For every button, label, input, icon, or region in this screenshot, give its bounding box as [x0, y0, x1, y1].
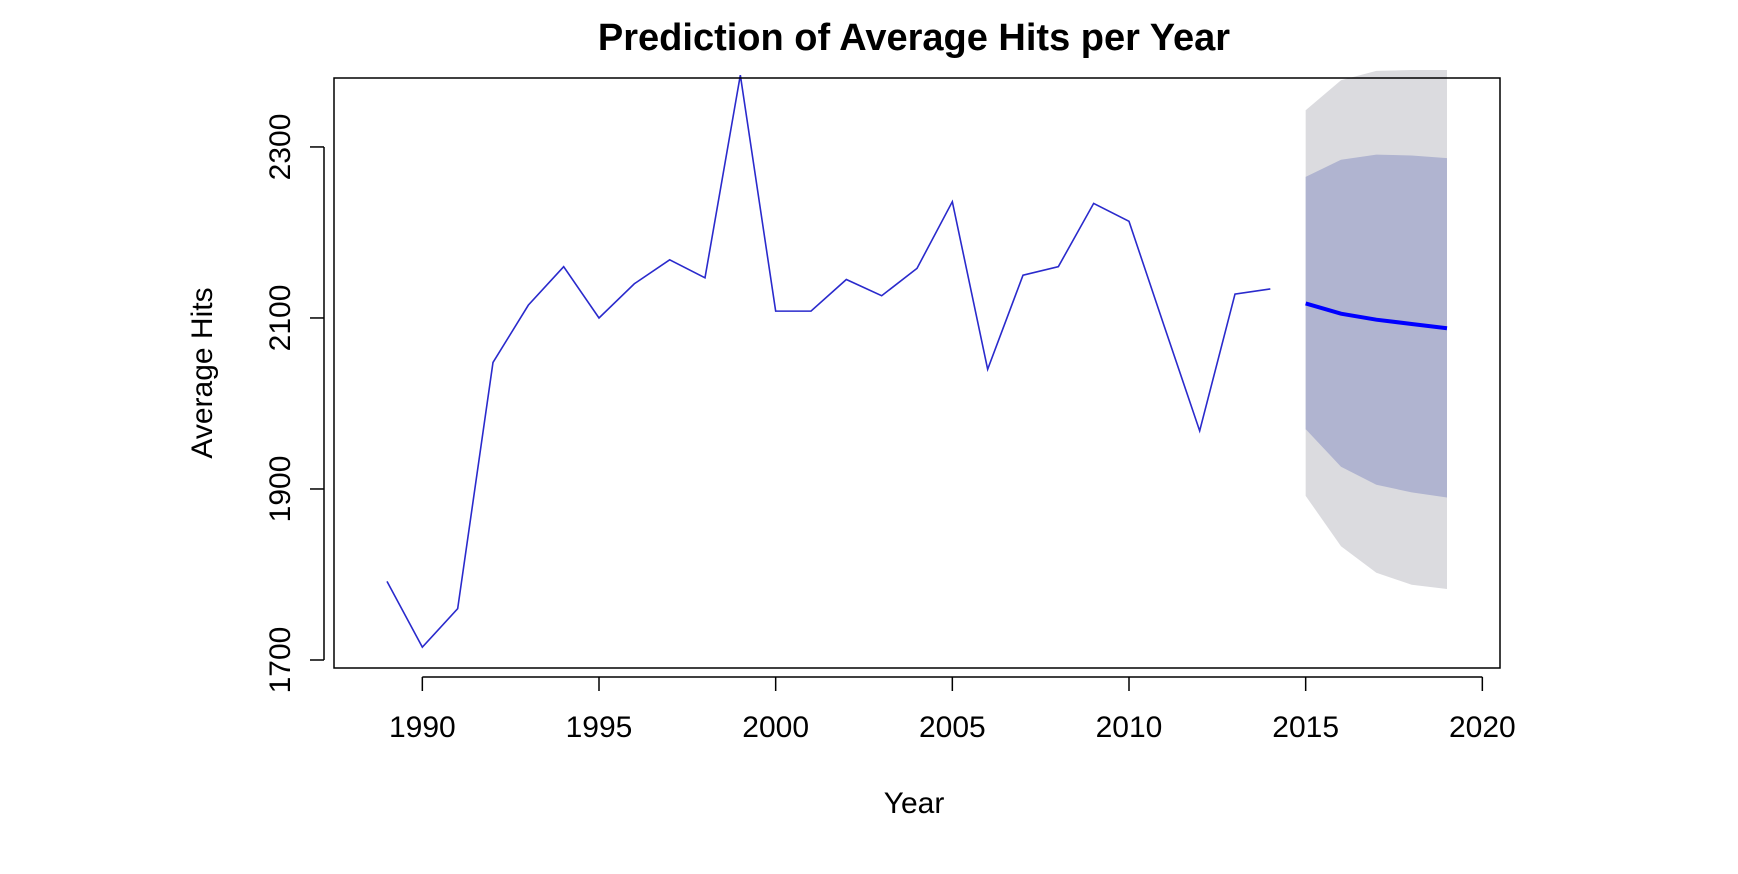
x-axis-label: Year	[884, 787, 945, 820]
observed-series-line	[386, 74, 1271, 649]
plot-frame	[333, 77, 1501, 669]
x-tick-label: 1995	[566, 711, 633, 744]
y-axis: 1700 1900 2100 2300	[264, 114, 325, 694]
y-axis-label: Average Hits	[186, 287, 219, 458]
forecast-mean-line	[1305, 301, 1448, 331]
series-lines	[386, 74, 1448, 649]
x-tick-label: 2005	[919, 711, 986, 744]
chart-title: Prediction of Average Hits per Year	[598, 17, 1230, 59]
forecast-bands	[1305, 70, 1447, 590]
x-tick-label: 1990	[389, 711, 456, 744]
x-axis: 1990 1995 2000 2005 2010 2015 2020	[389, 676, 1516, 744]
y-tick-label: 2100	[264, 285, 297, 352]
y-tick-label: 1700	[264, 627, 297, 694]
x-tick-label: 2010	[1096, 711, 1163, 744]
band-80	[1305, 154, 1447, 498]
y-tick-label: 1900	[264, 456, 297, 523]
x-tick-label: 2000	[742, 711, 809, 744]
x-tick-label: 2020	[1449, 711, 1516, 744]
x-tick-label: 2015	[1272, 711, 1339, 744]
y-tick-label: 2300	[264, 114, 297, 181]
